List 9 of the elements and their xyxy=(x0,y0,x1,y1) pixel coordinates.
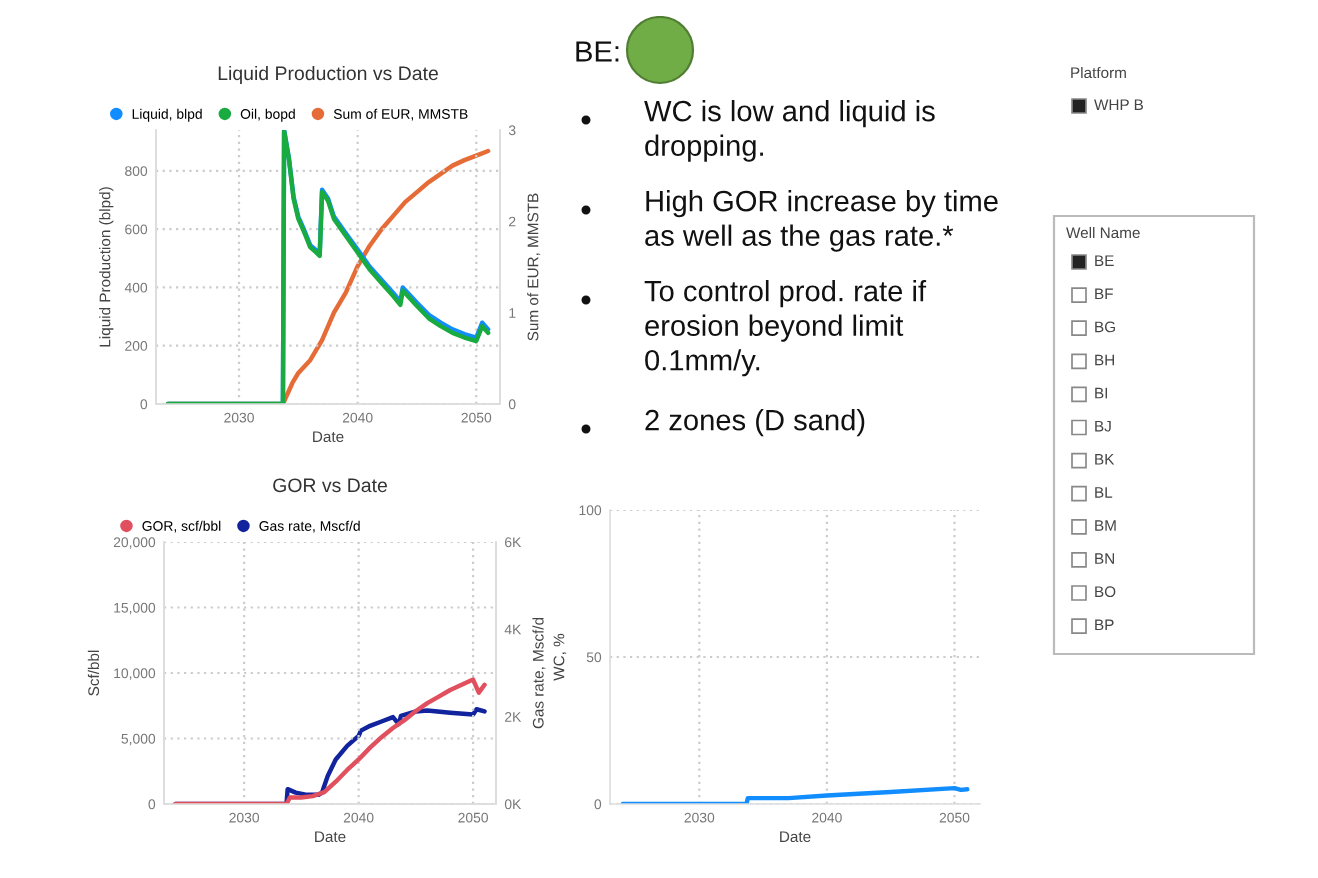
text: WC is low and liquid is dropping. xyxy=(644,100,935,162)
chart-title: GOR vs Date xyxy=(273,478,387,493)
text: High GOR increase by time as well as the gas rate.* xyxy=(645,190,998,252)
text: 2 zones (D sand) xyxy=(645,409,865,437)
line-series xyxy=(620,785,970,804)
chart-title: Liquid Production vs Date xyxy=(218,65,438,85)
text: To control prod. rate if erosion beyond limit 0.1mm/y. xyxy=(644,280,927,377)
text: BE: xyxy=(576,41,619,62)
line-series xyxy=(173,677,487,804)
